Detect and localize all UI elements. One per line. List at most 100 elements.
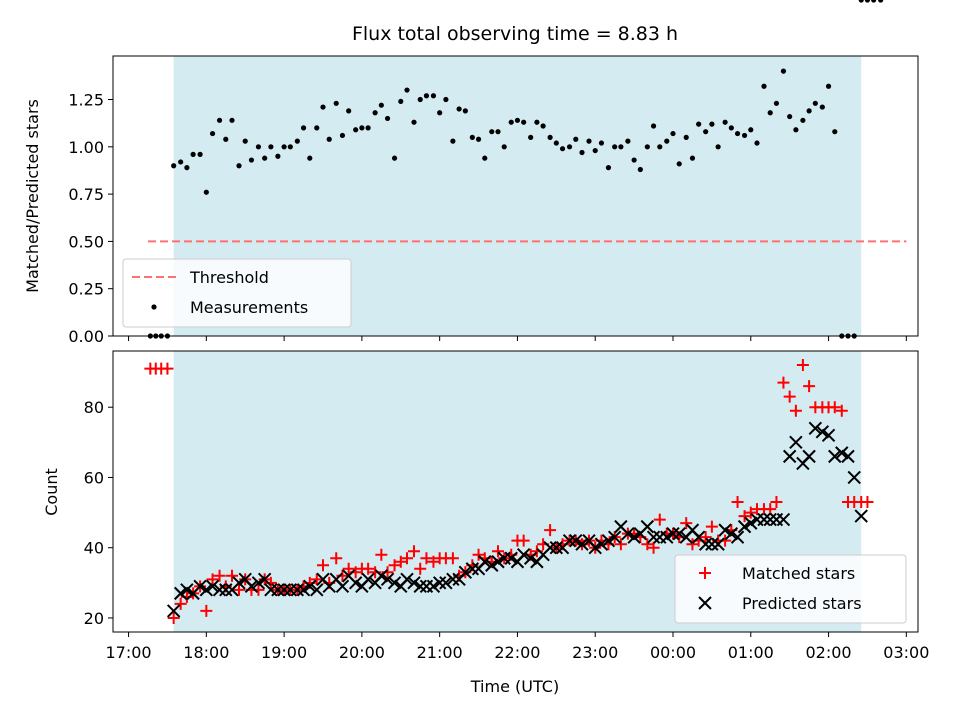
measurement-point bbox=[223, 136, 229, 142]
measurement-point bbox=[553, 140, 559, 146]
predicted-star-point bbox=[782, 449, 797, 464]
predicted-star-point bbox=[737, 519, 752, 534]
measurement-point bbox=[780, 68, 787, 74]
predicted-star-point bbox=[180, 583, 194, 597]
measurement-point bbox=[178, 159, 184, 165]
predicted-star-point bbox=[426, 579, 441, 594]
matched-star-point bbox=[686, 538, 699, 551]
measurement-point bbox=[514, 117, 521, 123]
x-axis-bottom: 17:00 18:00 19:00 20:00 21:00 22:00 23:00 00:00… bbox=[106, 632, 929, 662]
matched-star-point bbox=[420, 552, 433, 565]
measurement-point bbox=[430, 93, 437, 99]
measurement-point bbox=[618, 144, 624, 150]
measurement-point bbox=[365, 125, 371, 131]
matched-star-point bbox=[446, 552, 459, 565]
predicted-star-point bbox=[303, 579, 317, 594]
y-tick-label: 60 bbox=[84, 468, 104, 487]
measurement-point bbox=[832, 129, 838, 135]
predicted-star-point bbox=[594, 537, 609, 551]
matched-star-point bbox=[789, 404, 802, 417]
y-tick-label: 0.25 bbox=[68, 280, 104, 299]
x-tick-label: 01:00 bbox=[728, 643, 774, 662]
measurement-point bbox=[657, 144, 663, 150]
measurement-point bbox=[858, 0, 864, 3]
measurement-point bbox=[800, 117, 806, 123]
x-tick-label: 00:00 bbox=[650, 643, 696, 662]
axes-frame-bottom bbox=[112, 350, 919, 633]
measurement-point bbox=[456, 106, 462, 112]
predicted-star-point bbox=[601, 533, 616, 548]
matched-star-point bbox=[647, 541, 660, 554]
predicted-star-point bbox=[173, 586, 188, 601]
measurement-point bbox=[346, 108, 352, 114]
matched-star-point bbox=[213, 569, 226, 582]
measurement-point bbox=[378, 102, 384, 108]
matched-star-point bbox=[653, 513, 666, 526]
predicted-star-point bbox=[835, 446, 849, 460]
measurement-point bbox=[475, 136, 482, 142]
measurement-point bbox=[637, 166, 643, 173]
predicted-star-point bbox=[640, 519, 655, 534]
predicted-star-point bbox=[847, 470, 861, 485]
measurement-point bbox=[398, 98, 404, 105]
x-tick-label: 03:00 bbox=[883, 643, 929, 662]
y-tick-label: 0.75 bbox=[68, 185, 104, 204]
predicted-star-point bbox=[361, 572, 375, 587]
predicted-star-point bbox=[543, 540, 557, 555]
measurement-point bbox=[625, 138, 631, 144]
measurement-point bbox=[825, 83, 832, 89]
predicted-star-point bbox=[562, 533, 577, 548]
matched-star-point bbox=[200, 604, 213, 617]
predicted-star-point bbox=[744, 516, 758, 530]
predicted-star-point bbox=[789, 435, 803, 450]
measurement-point bbox=[598, 140, 605, 146]
predicted-star-point bbox=[335, 579, 350, 594]
legend-predicted-label: Predicted stars bbox=[742, 594, 862, 613]
measurement-point bbox=[741, 132, 748, 139]
panel-counts: 20 40 60 80 17:00 18:00 19:00 20:00 21:00 22:00 2… bbox=[42, 351, 929, 696]
measurement-point bbox=[864, 0, 871, 3]
y-axis-bottom: 20 40 60 80 bbox=[84, 398, 113, 628]
measurement-point bbox=[314, 125, 320, 131]
measurement-point bbox=[540, 123, 546, 129]
legend-matched-label: Matched stars bbox=[742, 564, 855, 583]
predicted-star-point bbox=[478, 555, 492, 569]
measurement-point bbox=[443, 96, 449, 103]
predicted-star-point bbox=[705, 537, 719, 551]
measurement-point bbox=[417, 96, 423, 103]
measurement-point bbox=[501, 144, 507, 150]
measurement-point bbox=[326, 136, 332, 142]
measurement-point bbox=[242, 138, 248, 144]
matched-star-point bbox=[362, 562, 375, 575]
measurement-point bbox=[404, 87, 410, 93]
predicted-star-point bbox=[446, 572, 460, 587]
predicted-star-point bbox=[387, 576, 402, 590]
predicted-star-point bbox=[432, 576, 447, 590]
matched-star-point bbox=[641, 538, 654, 551]
measurement-point bbox=[184, 165, 190, 171]
measurement-point bbox=[761, 83, 767, 89]
measurement-point bbox=[650, 123, 657, 129]
matched-star-point bbox=[731, 496, 744, 509]
legend-top: Threshold Measurements bbox=[122, 258, 352, 328]
predicted-star-point bbox=[193, 579, 207, 594]
measurement-point bbox=[715, 144, 721, 150]
measurement-point bbox=[320, 104, 326, 110]
measurement-point bbox=[728, 125, 734, 131]
measurement-point bbox=[644, 144, 650, 150]
x-tick-label: 21:00 bbox=[417, 643, 463, 662]
measurement-point bbox=[482, 155, 488, 161]
measurement-point bbox=[573, 136, 579, 142]
y-tick-label: 1.25 bbox=[68, 91, 104, 110]
measurement-point bbox=[353, 127, 359, 133]
predicted-star-point bbox=[380, 572, 395, 587]
measurement-point bbox=[689, 155, 696, 161]
predicted-star-point bbox=[310, 583, 324, 597]
measurement-point bbox=[819, 104, 825, 110]
matched-star-point bbox=[861, 496, 874, 509]
x-tick-label: 23:00 bbox=[572, 643, 618, 662]
measurement-point bbox=[703, 129, 709, 135]
y-axis-top: 0.00 0.25 0.50 0.75 1.00 1.25 bbox=[68, 91, 113, 346]
measurement-point bbox=[734, 130, 741, 137]
predicted-star-point bbox=[841, 449, 855, 464]
